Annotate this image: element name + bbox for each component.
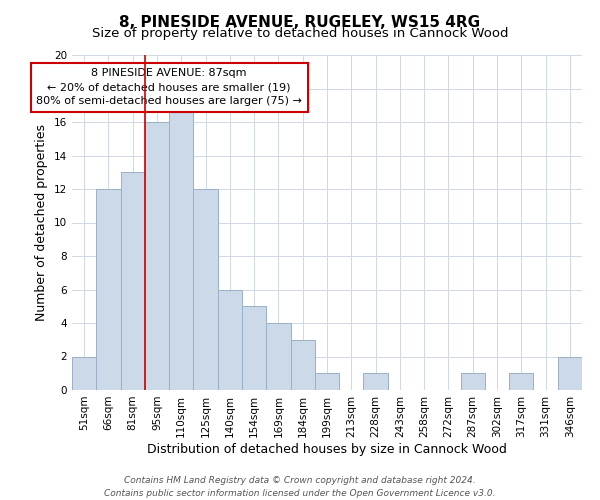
Text: Contains HM Land Registry data © Crown copyright and database right 2024.
Contai: Contains HM Land Registry data © Crown c… xyxy=(104,476,496,498)
Text: Size of property relative to detached houses in Cannock Wood: Size of property relative to detached ho… xyxy=(92,28,508,40)
Bar xyxy=(242,306,266,390)
Text: 8 PINESIDE AVENUE: 87sqm
← 20% of detached houses are smaller (19)
80% of semi-d: 8 PINESIDE AVENUE: 87sqm ← 20% of detach… xyxy=(36,68,302,106)
Bar xyxy=(72,356,96,390)
X-axis label: Distribution of detached houses by size in Cannock Wood: Distribution of detached houses by size … xyxy=(147,442,507,456)
Bar xyxy=(461,373,485,390)
Bar xyxy=(509,373,533,390)
Bar xyxy=(218,290,242,390)
Bar xyxy=(121,172,145,390)
Bar xyxy=(315,373,339,390)
Bar xyxy=(364,373,388,390)
Y-axis label: Number of detached properties: Number of detached properties xyxy=(35,124,49,321)
Bar xyxy=(290,340,315,390)
Bar xyxy=(193,189,218,390)
Bar xyxy=(145,122,169,390)
Bar xyxy=(266,323,290,390)
Bar xyxy=(169,106,193,390)
Bar xyxy=(96,189,121,390)
Text: 8, PINESIDE AVENUE, RUGELEY, WS15 4RG: 8, PINESIDE AVENUE, RUGELEY, WS15 4RG xyxy=(119,15,481,30)
Bar xyxy=(558,356,582,390)
